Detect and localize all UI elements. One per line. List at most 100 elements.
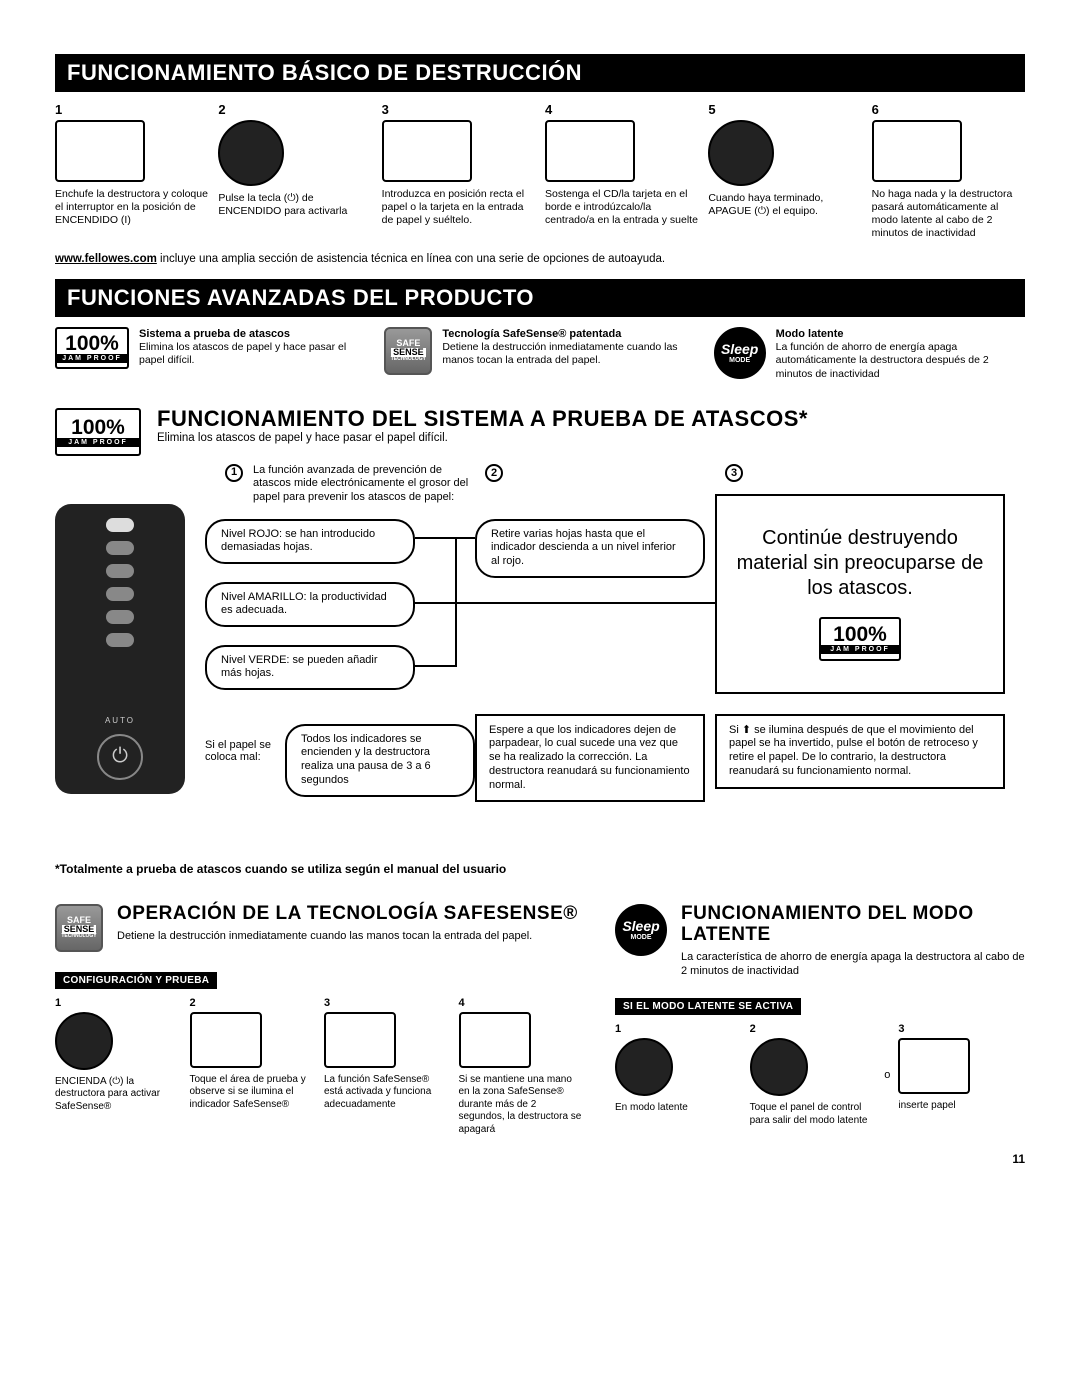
step-number: 4 bbox=[545, 102, 698, 117]
page-number: 11 bbox=[55, 1152, 1025, 1166]
step-illustration bbox=[750, 1038, 808, 1096]
safesense-icon: SAFE SENSE TECHNOLOGY bbox=[384, 327, 432, 375]
sleep-bar: SI EL MODO LATENTE SE ACTIVA bbox=[615, 998, 801, 1015]
step-illustration bbox=[898, 1038, 970, 1094]
continue-text: Continúe destruyendo material sin preocu… bbox=[733, 526, 987, 601]
feature-heading: Modo latente bbox=[776, 327, 1025, 341]
panel-light bbox=[106, 518, 134, 532]
step-number: 1 bbox=[55, 102, 208, 117]
panel-light bbox=[106, 541, 134, 555]
feature-jamproof: 100% JAM PROOF Sistema a prueba de atasc… bbox=[55, 327, 366, 369]
feature-desc: Detiene la destrucción inmediatamente cu… bbox=[442, 341, 695, 368]
power-icon: ⏻ bbox=[97, 734, 143, 780]
step-illustration bbox=[324, 1012, 396, 1068]
basic-steps-row: 1 Enchufe la destructora y coloque el in… bbox=[55, 102, 1025, 241]
auto-label: AUTO bbox=[105, 716, 135, 725]
feature-body: Sistema a prueba de atascos Elimina los … bbox=[139, 327, 366, 369]
features-row: 100% JAM PROOF Sistema a prueba de atasc… bbox=[55, 327, 1025, 382]
feature-sleep: Sleep MODE Modo latente La función de ah… bbox=[714, 327, 1025, 382]
feature-heading: Tecnología SafeSense® patentada bbox=[442, 327, 695, 341]
misfeed-label: Si el papel se coloca mal: bbox=[205, 739, 280, 763]
step-illustration bbox=[190, 1012, 262, 1068]
feature-body: Tecnología SafeSense® patentada Detiene … bbox=[442, 327, 695, 369]
mini-step: 2 Toque el panel de control para salir d… bbox=[750, 1023, 877, 1127]
mini-step: 1 ENCIENDA (⏻) la destructora para activ… bbox=[55, 997, 182, 1137]
sleep-title: FUNCIONAMIENTO DEL MODO LATENTE bbox=[681, 904, 1025, 946]
step-number: 3 bbox=[382, 102, 535, 117]
step-badge-1: 1 bbox=[225, 464, 243, 482]
step-illustration bbox=[708, 120, 774, 186]
step-number: 5 bbox=[708, 102, 861, 117]
basic-step: 3 Introduzca en posición recta el papel … bbox=[382, 102, 535, 241]
mini-step: 4 Si se mantiene una mano en la zona Saf… bbox=[459, 997, 586, 1137]
jamproof-icon: 100% JAM PROOF bbox=[819, 617, 901, 661]
section-bar-advanced: FUNCIONES AVANZADAS DEL PRODUCTO bbox=[55, 279, 1025, 317]
panel-light bbox=[106, 587, 134, 601]
safesense-subtitle: Detiene la destrucción inmediatamente cu… bbox=[117, 929, 578, 943]
step-illustration bbox=[545, 120, 635, 182]
step-text: Sostenga el CD/la tarjeta en el borde e … bbox=[545, 188, 698, 227]
bubble-action2: Retire varias hojas hasta que el indicad… bbox=[475, 519, 705, 578]
step-number: 6 bbox=[872, 102, 1025, 117]
basic-step: 1 Enchufe la destructora y coloque el in… bbox=[55, 102, 208, 241]
step-illustration bbox=[459, 1012, 531, 1068]
feature-heading: Sistema a prueba de atascos bbox=[139, 327, 366, 341]
feature-desc: La función de ahorro de energía apaga au… bbox=[776, 341, 1025, 382]
feature-desc: Elimina los atascos de papel y hace pasa… bbox=[139, 341, 366, 368]
mini-step: 2 Toque el área de prueba y observe si s… bbox=[190, 997, 317, 1137]
basic-step: 5 Cuando haya terminado, APAGUE (⏻) el e… bbox=[708, 102, 861, 241]
icon-percent: 100% bbox=[65, 333, 119, 354]
step-text: No haga nada y la destructora pasará aut… bbox=[872, 188, 1025, 241]
feature-body: Modo latente La función de ahorro de ene… bbox=[776, 327, 1025, 382]
step-illustration bbox=[55, 1012, 113, 1070]
step-text: Pulse la tecla (⏻) de ENCENDIDO para act… bbox=[218, 192, 371, 218]
panel-light bbox=[106, 610, 134, 624]
jamproof-diagram: 1 La función avanzada de prevención de a… bbox=[55, 464, 1025, 844]
basic-step: 2 Pulse la tecla (⏻) de ENCENDIDO para a… bbox=[218, 102, 371, 241]
sleep-icon: Sleep MODE bbox=[714, 327, 766, 379]
feature-safesense: SAFE SENSE TECHNOLOGY Tecnología SafeSen… bbox=[384, 327, 695, 375]
section-bar-basic: FUNCIONAMIENTO BÁSICO DE DESTRUCCIÓN bbox=[55, 54, 1025, 92]
step-illustration bbox=[218, 120, 284, 186]
step-illustration bbox=[55, 120, 145, 182]
basic-step: 4 Sostenga el CD/la tarjeta en el borde … bbox=[545, 102, 698, 241]
url-help-line: www.fellowes.com incluye una amplia secc… bbox=[55, 253, 1025, 265]
box-wait: Espere a que los indicadores dejen de pa… bbox=[475, 714, 705, 803]
url-rest: incluye una amplia sección de asistencia… bbox=[157, 253, 665, 265]
panel-light bbox=[106, 564, 134, 578]
sleep-subtitle: La característica de ahorro de energía a… bbox=[681, 950, 1025, 979]
safesense-steps: 1 ENCIENDA (⏻) la destructora para activ… bbox=[55, 997, 585, 1137]
sleep-icon: Sleep MODE bbox=[615, 904, 667, 956]
step-badge-3: 3 bbox=[725, 464, 743, 482]
jamproof-icon: 100% JAM PROOF bbox=[55, 327, 129, 369]
mini-step: 3 inserte papel bbox=[898, 1023, 1025, 1127]
jamproof-header: 100% JAM PROOF FUNCIONAMIENTO DEL SISTEM… bbox=[55, 406, 1025, 458]
mini-step: 3 La función SafeSense® está activada y … bbox=[324, 997, 451, 1137]
jamproof-subtitle: Elimina los atascos de papel y hace pasa… bbox=[157, 432, 808, 444]
step-text: Cuando haya terminado, APAGUE (⏻) el equ… bbox=[708, 192, 861, 218]
step-text: Introduzca en posición recta el papel o … bbox=[382, 188, 535, 227]
url-link[interactable]: www.fellowes.com bbox=[55, 253, 157, 265]
step-illustration bbox=[382, 120, 472, 182]
jamproof-icon: 100% JAM PROOF bbox=[55, 408, 141, 456]
lower-sections: SAFE SENSE TECHNOLOGY OPERACIÓN DE LA TE… bbox=[55, 904, 1025, 1137]
bubble-red: Nivel ROJO: se han introducido demasiada… bbox=[205, 519, 415, 565]
step-illustration bbox=[872, 120, 962, 182]
box-reverse: Si ⬆ se ilumina después de que el movimi… bbox=[715, 714, 1005, 789]
bubble-green: Nivel VERDE: se pueden añadir más hojas. bbox=[205, 645, 415, 691]
basic-step: 6 No haga nada y la destructora pasará a… bbox=[872, 102, 1025, 241]
control-panel: AUTO ⏻ bbox=[55, 504, 185, 794]
mini-step: 1 En modo latente bbox=[615, 1023, 742, 1127]
sleep-steps: 1 En modo latente 2 Toque el panel de co… bbox=[615, 1023, 1025, 1127]
step-number: 2 bbox=[218, 102, 371, 117]
safesense-icon: SAFE SENSE TECHNOLOGY bbox=[55, 904, 103, 952]
step-illustration bbox=[615, 1038, 673, 1096]
intro-text: 1 La función avanzada de prevención de a… bbox=[225, 464, 475, 505]
panel-light bbox=[106, 633, 134, 647]
icon-jp-label: JAM PROOF bbox=[57, 354, 127, 363]
safesense-title: OPERACIÓN DE LA TECNOLOGÍA SAFESENSE® bbox=[117, 904, 578, 925]
jamproof-footnote: *Totalmente a prueba de atascos cuando s… bbox=[55, 862, 1025, 876]
jamproof-title: FUNCIONAMIENTO DEL SISTEMA A PRUEBA DE A… bbox=[157, 406, 808, 432]
safesense-section: SAFE SENSE TECHNOLOGY OPERACIÓN DE LA TE… bbox=[55, 904, 585, 1137]
continue-box: Continúe destruyendo material sin preocu… bbox=[715, 494, 1005, 694]
